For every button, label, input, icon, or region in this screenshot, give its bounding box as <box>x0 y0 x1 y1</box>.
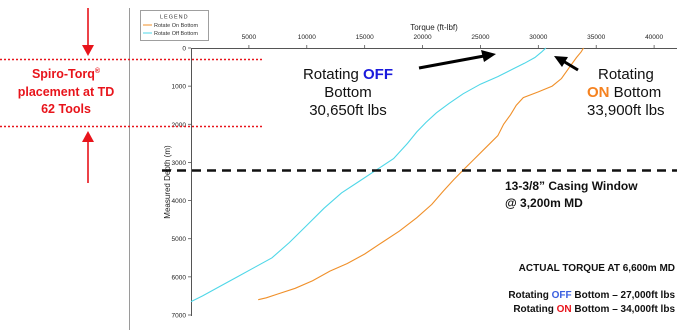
rotating-on-line3: 33,900ft lbs <box>587 102 665 119</box>
casing-line1: 13-3/8” Casing Window <box>505 179 638 193</box>
x-tick-label: 40000 <box>645 34 663 41</box>
legend-entry-on: Rotate On Bottom <box>154 23 198 29</box>
rotating-off-annotation: Rotating OFF Bottom 30,650ft lbs <box>303 50 496 119</box>
legend-title: LEGEND <box>160 15 189 21</box>
x-tick-label: 30000 <box>529 34 547 41</box>
rotating-on-annotation: Rotating ON Bottom 33,900ft lbs <box>554 56 665 119</box>
rotating-on-arrow-icon <box>554 56 568 67</box>
rotating-off-line3: 30,650ft lbs <box>309 102 387 119</box>
y-tick-label: 2000 <box>172 122 187 129</box>
y-axis-label: Measured Depth (m) <box>163 145 172 219</box>
rotating-off-line1: Rotating OFF <box>303 66 393 83</box>
placement-label-line1: Spiro-Torq® <box>32 67 101 81</box>
y-tick-label: 4000 <box>172 198 187 205</box>
series-line-rotate-off-bottom <box>190 47 547 303</box>
plot-area: 5000 10000 15000 20000 25000 30000 35000 40000 … <box>163 23 677 320</box>
rotating-off-line2: Bottom <box>324 84 372 101</box>
rotating-on-arrow-shaft <box>562 59 579 72</box>
y-tick-label: 3000 <box>172 160 187 167</box>
x-tick-label: 20000 <box>414 34 432 41</box>
series-line-rotate-on-bottom <box>258 47 584 301</box>
placement-arrow-up-icon <box>82 131 94 142</box>
y-tick-label: 7000 <box>172 313 187 320</box>
casing-line2: @ 3,200m MD <box>505 196 583 210</box>
rotating-off-arrow-shaft <box>418 54 485 70</box>
x-axis-label: Torque (ft-lbf) <box>410 23 458 32</box>
rotating-on-line1: Rotating <box>598 66 654 83</box>
y-tick-group: 0 1000 2000 3000 4000 5000 6000 7000 <box>172 46 191 320</box>
rotating-on-line2: ON Bottom <box>587 84 661 101</box>
y-tick-label: 1000 <box>172 84 187 91</box>
x-tick-label: 10000 <box>298 34 316 41</box>
rotating-off-arrow-icon <box>481 50 496 62</box>
x-tick-label: 25000 <box>471 34 489 41</box>
actual-on-line: Rotating ON Bottom – 34,000ft lbs <box>513 304 675 315</box>
casing-annotation: 13-3/8” Casing Window @ 3,200m MD <box>505 179 638 210</box>
y-tick-label: 5000 <box>172 236 187 243</box>
legend: LEGEND Rotate On Bottom Rotate Off Botto… <box>140 10 209 41</box>
x-tick-group: 5000 10000 15000 20000 25000 30000 35000 40000 <box>242 34 664 48</box>
y-tick-label: 0 <box>182 46 186 53</box>
placement-label-line3: 62 Tools <box>41 102 91 116</box>
legend-entry-off: Rotate Off Bottom <box>154 31 198 37</box>
placement-marker: Spiro-Torq® placement at TD 62 Tools <box>0 8 262 183</box>
actual-torque-annotation: ACTUAL TORQUE AT 6,600m MD Rotating OFF … <box>508 263 675 315</box>
actual-off-line: Rotating OFF Bottom – 27,000ft lbs <box>508 290 675 301</box>
y-tick-label: 6000 <box>172 274 187 281</box>
x-tick-label: 15000 <box>356 34 374 41</box>
placement-arrow-down-icon <box>82 45 94 56</box>
x-tick-label: 5000 <box>242 34 257 41</box>
placement-label-line2: placement at TD <box>18 85 115 99</box>
x-tick-label: 35000 <box>587 34 605 41</box>
actual-torque-title: ACTUAL TORQUE AT 6,600m MD <box>519 263 675 274</box>
